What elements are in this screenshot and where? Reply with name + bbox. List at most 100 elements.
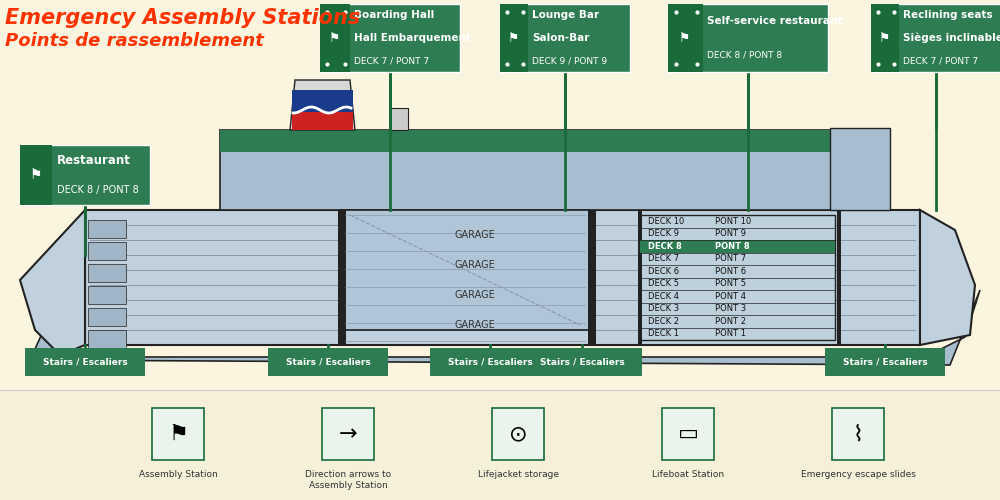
Text: DECK 9 / PONT 9: DECK 9 / PONT 9	[532, 56, 607, 65]
Bar	[662, 408, 714, 460]
Text: PONT 8: PONT 8	[715, 242, 750, 251]
Bar	[338, 210, 342, 345]
Text: Direction arrows to: Direction arrows to	[305, 470, 391, 479]
Text: Lounge Bar: Lounge Bar	[532, 10, 599, 20]
Text: Salon-Bar: Salon-Bar	[532, 33, 589, 43]
Text: ▭: ▭	[678, 424, 698, 444]
Bar	[340, 210, 590, 330]
Bar	[0, 0, 1000, 390]
Text: GARAGE: GARAGE	[455, 320, 495, 330]
Bar	[588, 210, 592, 345]
Text: DECK 6: DECK 6	[648, 267, 679, 276]
Text: ⚑: ⚑	[679, 32, 691, 44]
Text: DECK 7 / PONT 7: DECK 7 / PONT 7	[354, 56, 429, 65]
Bar	[522, 348, 642, 376]
Text: CruiseMapper: CruiseMapper	[288, 231, 592, 269]
Text: ⚑: ⚑	[879, 32, 891, 44]
Text: DECK 3: DECK 3	[648, 304, 679, 313]
Text: ⚑: ⚑	[30, 168, 42, 182]
Text: ⚑: ⚑	[329, 32, 341, 44]
Bar	[832, 408, 884, 460]
Bar	[592, 210, 596, 345]
Bar	[640, 215, 835, 340]
Bar	[342, 210, 346, 345]
Bar	[638, 210, 642, 345]
Text: www.cruisemapper.com: www.cruisemapper.com	[409, 312, 591, 328]
Text: Reclining seats: Reclining seats	[903, 10, 993, 20]
Text: PONT 1: PONT 1	[715, 329, 746, 338]
Text: PONT 10: PONT 10	[715, 217, 751, 226]
Bar	[668, 4, 828, 72]
Text: PONT 5: PONT 5	[715, 279, 746, 288]
Bar	[500, 4, 528, 72]
Bar	[88, 330, 126, 348]
Bar	[20, 145, 52, 205]
Bar	[220, 130, 870, 210]
Bar	[320, 4, 350, 72]
Bar	[88, 242, 126, 260]
Bar	[88, 220, 126, 238]
Text: ⊙: ⊙	[509, 424, 527, 444]
Text: DECK 5: DECK 5	[648, 279, 679, 288]
Bar	[20, 145, 150, 205]
Bar	[88, 308, 126, 326]
Bar	[430, 348, 550, 376]
Text: DECK 2: DECK 2	[648, 317, 679, 326]
Text: Emergency Assembly Stations: Emergency Assembly Stations	[5, 8, 360, 28]
Text: Self-service restaurant: Self-service restaurant	[707, 16, 842, 26]
Text: DECK 9: DECK 9	[648, 229, 679, 238]
Text: PONT 6: PONT 6	[715, 267, 746, 276]
Polygon shape	[20, 210, 85, 355]
Text: Stairs / Escaliers: Stairs / Escaliers	[540, 358, 624, 366]
Bar	[837, 210, 841, 345]
Text: Lifejacket storage: Lifejacket storage	[478, 470, 558, 479]
Text: DECK 7: DECK 7	[648, 254, 679, 263]
Text: Sièges inclinables: Sièges inclinables	[903, 33, 1000, 43]
Text: ⚑: ⚑	[508, 32, 520, 44]
Text: PONT 3: PONT 3	[715, 304, 746, 313]
Text: Points de rassemblement: Points de rassemblement	[5, 32, 264, 50]
Text: Stairs / Escaliers: Stairs / Escaliers	[448, 358, 532, 366]
Bar	[88, 264, 126, 282]
Text: Lifeboat Station: Lifeboat Station	[652, 470, 724, 479]
Text: Stairs / Escaliers: Stairs / Escaliers	[843, 358, 927, 366]
Bar	[268, 348, 388, 376]
Text: DECK 1: DECK 1	[648, 329, 679, 338]
Bar	[825, 348, 945, 376]
Text: PONT 9: PONT 9	[715, 229, 746, 238]
Polygon shape	[920, 210, 975, 345]
Polygon shape	[30, 290, 980, 365]
Text: PONT 7: PONT 7	[715, 254, 746, 263]
Bar	[152, 408, 204, 460]
Text: DECK 4: DECK 4	[648, 292, 679, 300]
Bar	[320, 4, 460, 72]
Bar	[500, 4, 630, 72]
Text: →: →	[339, 424, 357, 444]
Bar	[871, 4, 1000, 72]
Text: ⌇: ⌇	[853, 424, 863, 444]
Text: Assembly Station: Assembly Station	[139, 470, 217, 479]
Bar	[640, 240, 835, 252]
Text: ⚑: ⚑	[168, 424, 188, 444]
Text: Hall Embarquement: Hall Embarquement	[354, 33, 471, 43]
Text: Restaurant: Restaurant	[57, 154, 131, 166]
Text: DECK 8 / PONT 8: DECK 8 / PONT 8	[57, 185, 139, 195]
Polygon shape	[290, 80, 355, 130]
Text: PONT 2: PONT 2	[715, 317, 746, 326]
Bar	[390, 108, 408, 130]
Bar	[220, 130, 870, 152]
Text: DECK 8 / PONT 8: DECK 8 / PONT 8	[707, 50, 782, 59]
Bar	[668, 4, 703, 72]
Text: DECK 8: DECK 8	[648, 242, 682, 251]
Text: GARAGE: GARAGE	[455, 290, 495, 300]
Bar	[322, 408, 374, 460]
Text: DECK 10: DECK 10	[648, 217, 684, 226]
Bar	[0, 390, 1000, 500]
Text: Stairs / Escaliers: Stairs / Escaliers	[43, 358, 127, 366]
Bar	[85, 210, 920, 345]
Bar	[292, 112, 353, 130]
Text: PONT 4: PONT 4	[715, 292, 746, 300]
Text: Stairs / Escaliers: Stairs / Escaliers	[286, 358, 370, 366]
Text: DECK 7 / PONT 7: DECK 7 / PONT 7	[903, 56, 978, 65]
Bar	[25, 348, 145, 376]
